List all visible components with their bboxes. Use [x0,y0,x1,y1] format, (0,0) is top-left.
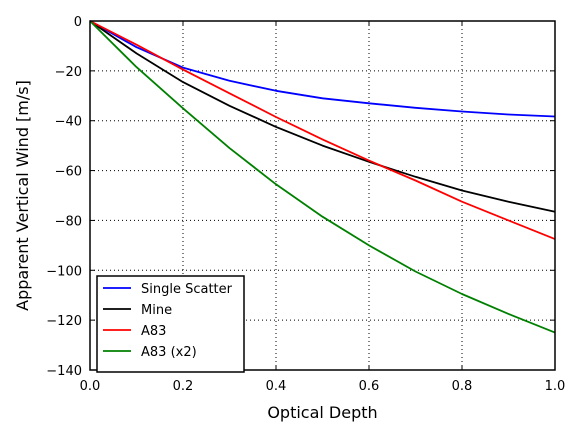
legend-label: A83 [141,324,166,339]
grid-lines [90,21,555,370]
x-tick-label: 0.8 [452,379,473,394]
series-line [89,20,556,213]
legend-label: Mine [141,303,172,318]
y-tick-label: 0 [74,15,82,30]
legend-label: Single Scatter [141,282,233,297]
y-tick-label: −140 [46,364,82,379]
legend-box [96,275,245,373]
series-line [89,20,556,334]
x-tick-label: 0.6 [359,379,380,394]
y-tick-labels: 0 −20 −40 −60 −80 −100 −120 −140 [46,15,82,379]
legend: Single Scatter Mine A83 A83 (x2) [96,275,245,373]
y-axis-title: Apparent Vertical Wind [m/s] [13,80,32,311]
y-tick-label: −120 [46,314,82,329]
x-tick-label: 0.2 [173,379,194,394]
y-tick-label: −40 [55,115,82,130]
x-axis-title: Optical Depth [267,403,377,422]
series-line [89,20,556,240]
legend-label: A83 (x2) [141,345,197,360]
y-tick-label: −80 [55,214,82,229]
series-lines [89,20,556,334]
x-tick-label: 0.4 [266,379,287,394]
y-tick-label: −60 [55,165,82,180]
x-tick-label: 1.0 [545,379,566,394]
x-tick-labels: 0.0 0.2 0.4 0.6 0.8 1.0 [80,379,566,394]
plot-frame [89,20,556,371]
y-tick-label: −20 [55,65,82,80]
y-tick-label: −100 [46,264,82,279]
x-tick-label: 0.0 [80,379,101,394]
